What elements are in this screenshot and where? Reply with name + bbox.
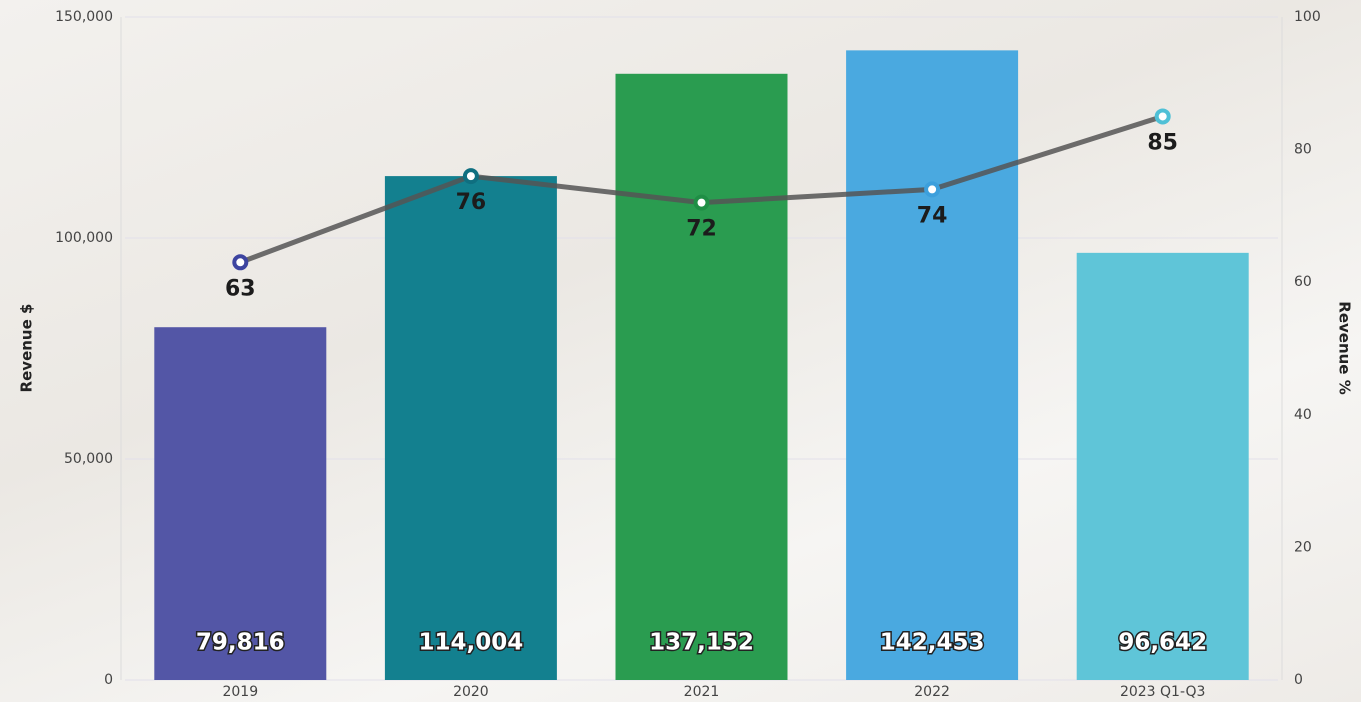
y-axis-label: Revenue $ [18,304,36,393]
line-value-label: 63 [225,276,256,301]
y2-tick-label: 40 [1294,407,1312,423]
y-tick-label: 150,000 [55,9,113,25]
bar [154,327,326,680]
x-tick-label: 2023 Q1-Q3 [1120,684,1206,700]
x-tick-label: 2021 [684,684,720,700]
y-tick-label: 100,000 [55,230,113,246]
bar-value-label: 96,642 [1118,630,1207,656]
line-value-label: 76 [456,190,487,215]
line-marker [465,170,477,182]
line-marker [696,197,708,209]
x-tick-label: 2022 [914,684,950,700]
y-tick-label: 50,000 [64,451,113,467]
y2-tick-label: 0 [1294,672,1303,688]
bar [846,50,1018,680]
y2-tick-label: 20 [1294,539,1312,555]
bar [616,74,788,680]
line-marker [234,256,246,268]
bar-value-label: 114,004 [419,630,524,656]
bar-value-label: 137,152 [649,630,754,656]
chart: Revenue $ Revenue % 0 50,000 100,000 150,00… [0,0,1361,702]
bar [1077,253,1249,680]
bar-value-label: 79,816 [196,630,285,656]
line-marker [926,183,938,195]
bar [385,176,557,680]
x-tick-label: 2019 [222,684,258,700]
y2-tick-label: 100 [1294,9,1321,25]
line-value-label: 72 [686,217,717,242]
y2-axis-label: Revenue % [1336,301,1354,394]
y2-tick-label: 60 [1294,274,1312,290]
y-tick-label: 0 [104,672,113,688]
y2-tick-label: 80 [1294,142,1312,158]
bar-value-label: 142,453 [880,630,985,656]
line-marker [1157,110,1169,122]
x-tick-label: 2020 [453,684,489,700]
line-value-label: 74 [917,203,948,228]
line-value-label: 85 [1147,130,1178,155]
